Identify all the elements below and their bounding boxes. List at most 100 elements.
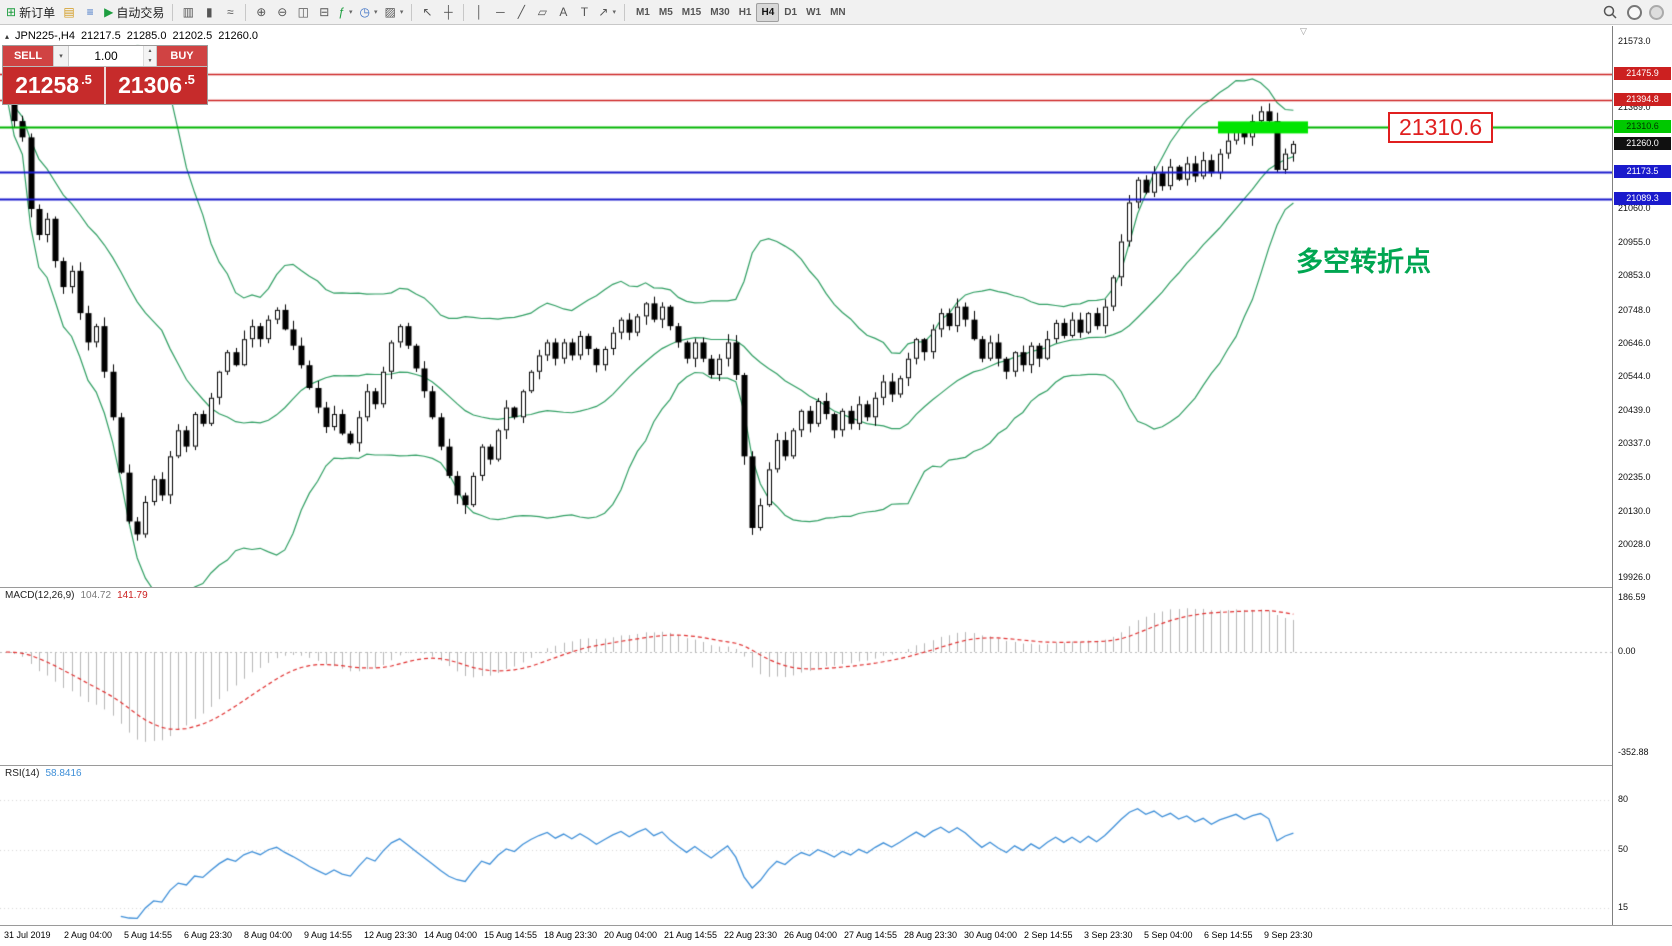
timeframe-button-m15[interactable]: M15 [678,3,705,22]
templates-button[interactable]: ▨ ▾ [382,2,407,23]
cursor-button[interactable]: ↖ [417,2,437,23]
horizontal-line-button[interactable]: ─ [490,2,510,23]
metaquotes-id-icon[interactable] [1627,4,1642,20]
chevron-down-icon: ▾ [399,9,404,16]
price-tag-21089.3: 21089.3 [1614,192,1671,206]
timeframe-button-mn[interactable]: MN [826,3,850,22]
algo-trading-button[interactable]: ▶ 自动交易 [101,2,167,23]
text-tool-icon: A [559,5,568,19]
order-type-dropdown[interactable]: ▾ [53,46,69,66]
timeframe-button-d1[interactable]: D1 [780,3,801,22]
candlestick-button[interactable]: ▮ [199,2,219,23]
volume-up-button[interactable]: ▲ [144,46,156,56]
new-order-button[interactable]: ⊞ 新订单 [3,2,58,23]
price-axis-label: 19926.0 [1618,572,1651,583]
time-axis-label: 26 Aug 04:00 [784,930,838,940]
time-axis-label: 2 Sep 14:55 [1024,930,1073,940]
volume-input[interactable] [69,46,143,66]
channel-button[interactable]: ▱ [532,2,552,23]
label-tool-button[interactable]: T [574,2,594,23]
horizontal-line-icon: ─ [496,5,505,19]
line-chart-button[interactable]: ≈ [220,2,240,23]
community-avatar-icon[interactable] [1649,4,1664,20]
algo-trading-label: 自动交易 [116,5,165,20]
toolbar-separator [463,3,465,21]
vertical-line-button[interactable]: │ [469,2,489,23]
time-axis-label: 5 Sep 04:00 [1144,930,1193,940]
time-axis-label: 6 Aug 23:30 [184,930,233,940]
timeframe-button-m30[interactable]: M30 [706,3,733,22]
templates-icon: ▨ [384,5,396,19]
time-axis[interactable]: 31 Jul 2019 2 Aug 04:00 5 Aug 14:55 6 Aug 2… [0,927,1612,946]
sell-button[interactable]: SELL [3,46,53,66]
collapse-arrow-icon[interactable]: ▴ [5,31,10,41]
main-chart-canvas[interactable] [0,26,1612,587]
price-tag-21394.8: 21394.8 [1614,93,1671,106]
arrow-tools-button[interactable]: ↗ ▾ [595,2,619,23]
sell-price-panel[interactable]: 21258 .5 [3,67,106,104]
price-axis-label: 20955.0 [1618,237,1651,248]
time-axis-label: 20 Aug 04:00 [604,930,658,940]
time-axis-label: 9 Aug 14:55 [304,930,353,940]
time-axis-label: 28 Aug 23:30 [904,930,958,940]
buy-price-fraction: .5 [184,72,195,87]
trade-panel-controls: SELL ▾ ▲ ▼ BUY [3,46,207,67]
volume-box: ▲ ▼ [69,46,157,66]
market-watch-button[interactable]: ≡ [80,2,100,23]
volume-down-button[interactable]: ▼ [144,56,156,66]
trendline-icon: ╱ [517,5,525,19]
search-button[interactable] [1600,2,1620,23]
toolbar-separator [245,3,247,21]
line-chart-icon: ≈ [227,5,234,19]
time-axis-label: 31 Jul 2019 [4,930,51,940]
trendline-button[interactable]: ╱ [511,2,531,23]
timeframe-button-h1[interactable]: H1 [735,3,756,22]
price-axis-label: 20439.0 [1618,405,1651,416]
price-axis-label: 21573.0 [1618,36,1651,46]
chart-annotation-text[interactable]: 多空转折点 [1296,247,1431,277]
price-axis-label: 20853.0 [1618,270,1651,281]
time-axis-label: 3 Sep 23:30 [1084,930,1133,940]
toolbar-separator [172,3,174,21]
one-click-trading-panel: SELL ▾ ▲ ▼ BUY 21258 .5 21306 .5 [2,45,208,105]
timeframe-button-h4[interactable]: H4 [756,2,780,22]
indicators-icon: ƒ [338,5,346,19]
text-tool-button[interactable]: A [553,2,573,23]
rsi-value: 58.8416 [45,768,82,779]
time-axis-label: 14 Aug 04:00 [424,930,478,940]
price-tag-21173.5: 21173.5 [1614,165,1671,179]
header-low-value: 21202.5 [172,30,213,42]
time-axis-label: 27 Aug 14:55 [844,930,898,940]
price-callout-box[interactable]: 21310.6 [1388,112,1494,143]
pane-separator[interactable] [0,765,1672,766]
zoom-out-icon: ⊖ [277,5,288,19]
price-axis[interactable]: 21573.021471.021369.021267.021165.021060… [1612,26,1672,925]
symbol-period-label: JPN225-,H4 [15,30,75,42]
indicators-button[interactable]: ƒ ▾ [335,2,355,23]
timeframe-button-w1[interactable]: W1 [802,3,825,22]
pane-separator[interactable] [0,587,1672,588]
right-shift-marker-icon[interactable]: ▽ [1300,26,1307,36]
bar-chart-button[interactable]: ▥ [178,2,198,23]
macd-pane-canvas[interactable] [0,588,1612,765]
periods-button[interactable]: ◷ ▾ [357,2,381,23]
crosshair-button[interactable]: ┼ [438,2,458,23]
rsi-axis-label: 50 [1618,844,1629,854]
macd-signal-value: 141.79 [117,590,148,601]
zoom-out-button[interactable]: ⊖ [272,2,292,23]
buy-button[interactable]: BUY [157,46,207,66]
tile-windows-button[interactable]: ◫ [293,2,313,23]
profiles-icon: ▤ [63,5,75,19]
time-axis-label: 8 Aug 04:00 [244,930,293,940]
window-list-button[interactable]: ⊟ [314,2,334,23]
price-tag-21310.6: 21310.6 [1614,120,1671,134]
buy-price-panel[interactable]: 21306 .5 [106,67,207,104]
macd-value: 104.72 [80,590,112,601]
timeframe-button-m1[interactable]: M1 [632,3,654,22]
profiles-button[interactable]: ▤ [59,2,79,23]
rsi-pane-canvas[interactable] [0,766,1612,925]
zoom-in-button[interactable]: ⊕ [251,2,271,23]
timeframe-button-m5[interactable]: M5 [655,3,677,22]
price-axis-label: 20130.0 [1618,505,1651,516]
